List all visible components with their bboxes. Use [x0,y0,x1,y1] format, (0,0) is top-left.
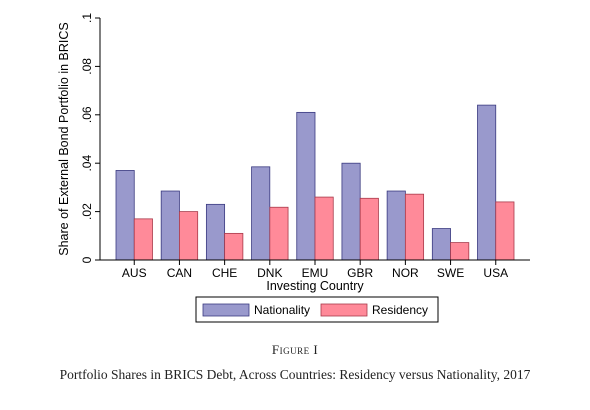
x-tick-label: DNK [257,266,282,280]
y-tick-label: .1 [80,13,94,23]
nationality-bar [205,203,226,261]
legend-label: Residency [372,303,428,317]
legend: Nationality Residency [195,296,439,323]
residency-bar [359,197,379,261]
x-tick-label: USA [483,266,508,280]
y-tick-label: .04 [80,155,94,172]
legend-label: Nationality [254,303,310,317]
x-tick-label: CAN [167,266,192,280]
x-tick-label: SWE [437,266,464,280]
residency-bar [495,201,515,261]
x-tick-label: GBR [347,266,373,280]
residency-bar [450,242,470,261]
legend-swatch-nationality [202,303,250,317]
residency-bar [224,232,244,261]
residency-bar [404,193,425,261]
residency-bar [314,196,334,261]
y-tick-label: .08 [80,58,94,75]
nationality-bar [296,111,316,261]
x-axis: AUS CAN CHE DNK EMU GBR NOR SWE USA [100,259,530,280]
nationality-bar [431,228,451,261]
figure-caption: Portfolio Shares in BRICS Debt, Across C… [59,367,531,382]
bars [115,104,515,261]
y-axis-title: Share of External Bond Portfolio in BRIC… [57,22,71,255]
nationality-bar [386,190,406,261]
x-axis-title: Investing Country [266,279,364,293]
residency-bar [179,211,199,261]
residency-bar [133,218,153,261]
x-tick-label: EMU [302,266,329,280]
figure-label: Figure I [271,342,319,357]
x-tick-label: AUS [122,266,147,280]
nationality-bar [341,162,361,261]
y-tick-label: 0 [80,256,94,263]
legend-swatch-residency [320,303,368,317]
residency-bar [269,206,289,261]
x-tick-label: CHE [212,266,237,280]
y-axis: 0 .02 .04 .06 .08 .1 [80,13,101,263]
nationality-bar [251,166,271,261]
x-tick-label: NOR [392,266,419,280]
nationality-bar [477,104,497,261]
y-tick-label: .02 [80,203,94,220]
nationality-bar [115,170,135,261]
nationality-bar [160,190,180,261]
y-tick-label: .06 [80,106,94,123]
